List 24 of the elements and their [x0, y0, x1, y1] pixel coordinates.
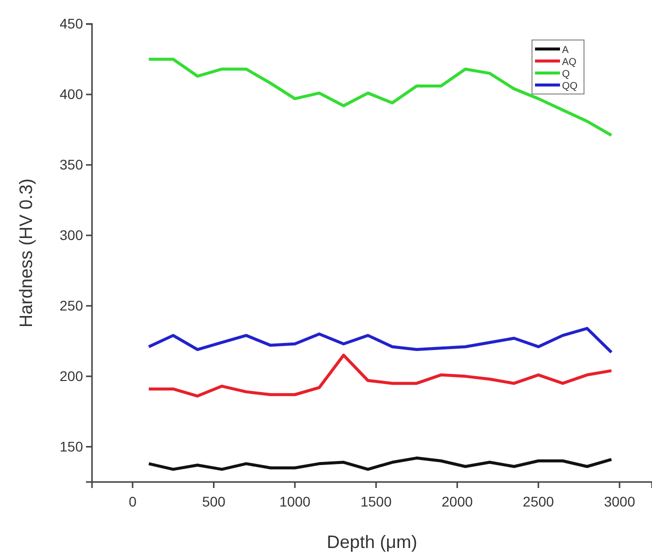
legend-label: Q	[562, 69, 570, 80]
x-tick-label: 3000	[604, 493, 636, 510]
line-series	[147, 456, 613, 471]
line-series	[147, 354, 613, 398]
x-tick-label: 2000	[442, 493, 473, 510]
line-series	[147, 326, 613, 354]
x-tick-label: 0	[128, 493, 137, 510]
y-tick-label: 300	[60, 226, 84, 243]
y-tick-label: 450	[60, 15, 84, 32]
y-tick-label: 350	[60, 156, 84, 172]
y-axis-title: Hardness (HV 0.3)	[16, 178, 36, 328]
x-axis-title: Depth (μm)	[326, 532, 418, 552]
x-tick-label: 2500	[522, 493, 554, 510]
legend-label: AQ	[562, 57, 577, 68]
legend-label: A	[562, 45, 569, 56]
y-tick-label: 400	[60, 86, 84, 102]
x-tick-label: 500	[202, 493, 226, 510]
y-tick-label: 200	[60, 368, 84, 384]
x-tick-label: 1500	[360, 493, 392, 510]
line-series	[147, 58, 613, 137]
y-tick-label: 250	[60, 297, 84, 314]
legend-label: QQ	[562, 81, 578, 92]
x-tick-label: 1000	[279, 493, 311, 510]
y-tick-label: 150	[60, 438, 84, 454]
